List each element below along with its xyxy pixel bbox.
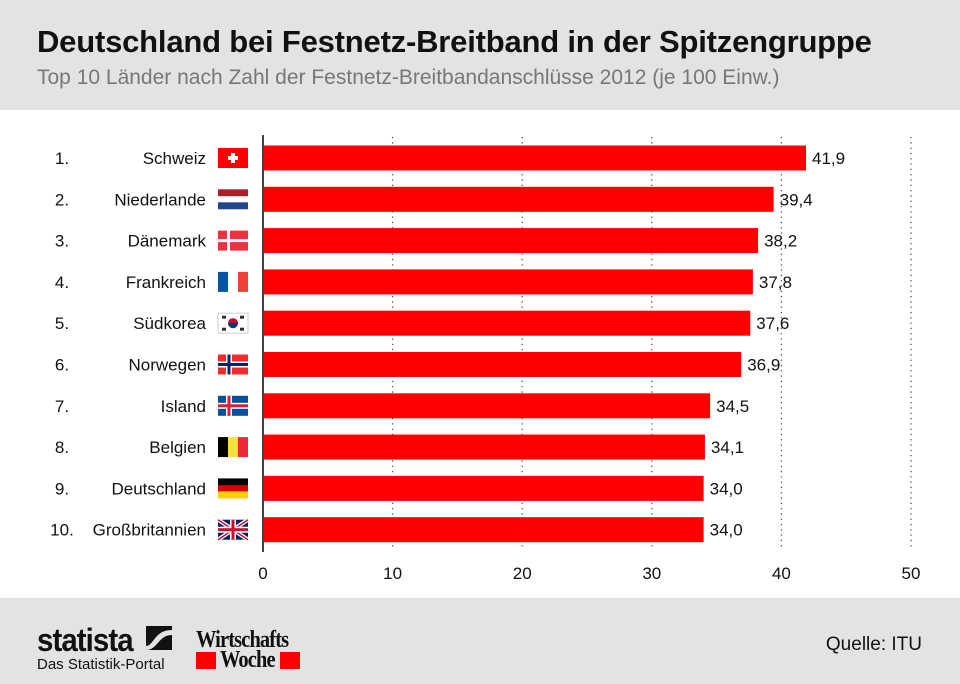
bar xyxy=(264,228,759,254)
wiwo-red-square xyxy=(280,652,300,669)
bar xyxy=(264,352,742,377)
flag-trigram xyxy=(222,327,226,331)
bar xyxy=(264,434,705,460)
value-label: 39,4 xyxy=(780,190,813,209)
flag-stripe xyxy=(228,271,238,292)
bar xyxy=(264,393,711,419)
flag-trigram xyxy=(240,327,244,331)
flag-dk-icon xyxy=(218,230,248,251)
chart-title: Deutschland bei Festnetz-Breitband in de… xyxy=(37,24,872,59)
bar-chart: 0 10 20 30 40 50 1. Schweiz 41,9 2. Niederlande 39,… xyxy=(50,135,921,583)
flag-de-icon xyxy=(218,478,248,499)
statista-logo-icon xyxy=(146,626,172,650)
category-label: Deutschland xyxy=(111,479,206,498)
flag-stripe xyxy=(218,271,228,292)
x-tick-label: 0 xyxy=(258,564,267,583)
source-note: Quelle: ITU xyxy=(825,634,922,655)
wiwo-logo-line2: Woche xyxy=(196,647,300,673)
value-label: 36,9 xyxy=(747,356,780,375)
flag-trigram xyxy=(222,315,226,319)
flag-trigram xyxy=(240,315,244,319)
category-label: Island xyxy=(161,397,206,416)
flag-stripe xyxy=(218,202,248,210)
flag-fr-icon xyxy=(218,271,248,292)
x-tick-label: 50 xyxy=(902,564,921,583)
category-label: Belgien xyxy=(149,438,206,457)
category-label: Schweiz xyxy=(143,149,206,168)
flag-ch-icon xyxy=(218,148,248,168)
header: Deutschland bei Festnetz-Breitband in de… xyxy=(0,0,960,110)
value-label: 34,1 xyxy=(711,438,744,457)
flag-gb-icon xyxy=(216,518,250,542)
flag-stripe xyxy=(238,437,248,458)
bar xyxy=(264,145,807,171)
flag-cross xyxy=(218,363,248,366)
flag-cross xyxy=(218,239,248,243)
rank-label: 9. xyxy=(55,479,69,498)
rank-label: 7. xyxy=(55,397,69,416)
category-label: Norwegen xyxy=(129,356,207,375)
value-label: 34,5 xyxy=(716,397,749,416)
flag-stripe xyxy=(218,491,248,499)
flag-circle xyxy=(228,318,238,324)
flag-cross xyxy=(228,156,238,160)
wiwo-red-square xyxy=(196,652,216,669)
flag-kr-icon xyxy=(217,312,249,334)
x-tick-label: 30 xyxy=(642,564,661,583)
flag-stripe xyxy=(218,478,248,486)
x-tick-label: 40 xyxy=(772,564,791,583)
flag-cross xyxy=(218,528,248,532)
category-label: Frankreich xyxy=(126,273,206,292)
bar xyxy=(264,186,774,212)
rank-label: 2. xyxy=(55,190,69,209)
category-label: Großbritannien xyxy=(93,521,206,540)
flag-stripe xyxy=(228,437,238,458)
value-label: 37,6 xyxy=(756,314,789,333)
flag-stripe xyxy=(218,485,248,493)
statista-tagline: Das Statistik-Portal xyxy=(37,656,165,673)
flag-stripe xyxy=(218,189,248,197)
bar xyxy=(264,475,704,501)
rank-label: 8. xyxy=(55,438,69,457)
x-tick-label: 10 xyxy=(383,564,402,583)
value-label: 34,0 xyxy=(710,521,743,540)
rank-label: 3. xyxy=(55,232,69,251)
value-label: 41,9 xyxy=(812,149,845,168)
flag-is-icon xyxy=(218,395,248,416)
flag-stripe xyxy=(238,271,248,292)
category-label: Dänemark xyxy=(128,232,207,251)
rank-label: 10. xyxy=(50,521,74,540)
rank-label: 5. xyxy=(55,314,69,333)
category-label: Niederlande xyxy=(114,190,206,209)
flag-stripe xyxy=(218,437,228,458)
x-tick-label: 20 xyxy=(513,564,532,583)
chart-subtitle: Top 10 Länder nach Zahl der Festnetz-Bre… xyxy=(37,66,780,89)
bar xyxy=(264,310,751,336)
wiwo-logo-text: Woche xyxy=(220,647,276,673)
category-label: Südkorea xyxy=(133,314,206,333)
flag-be-icon xyxy=(218,437,248,458)
rank-label: 6. xyxy=(55,356,69,375)
flag-nl-icon xyxy=(218,189,248,210)
value-label: 37,8 xyxy=(759,273,792,292)
wiwo-logo-line1: Wirtschafts xyxy=(196,627,289,653)
statista-logo-text: statista xyxy=(37,622,134,658)
bar xyxy=(264,517,704,543)
value-label: 38,2 xyxy=(764,232,797,251)
flag-stripe xyxy=(218,196,248,204)
bar xyxy=(264,269,753,295)
rank-label: 1. xyxy=(55,149,69,168)
value-label: 34,0 xyxy=(710,479,743,498)
rank-label: 4. xyxy=(55,273,69,292)
flag-cross xyxy=(218,404,248,408)
flag-no-icon xyxy=(218,354,248,375)
